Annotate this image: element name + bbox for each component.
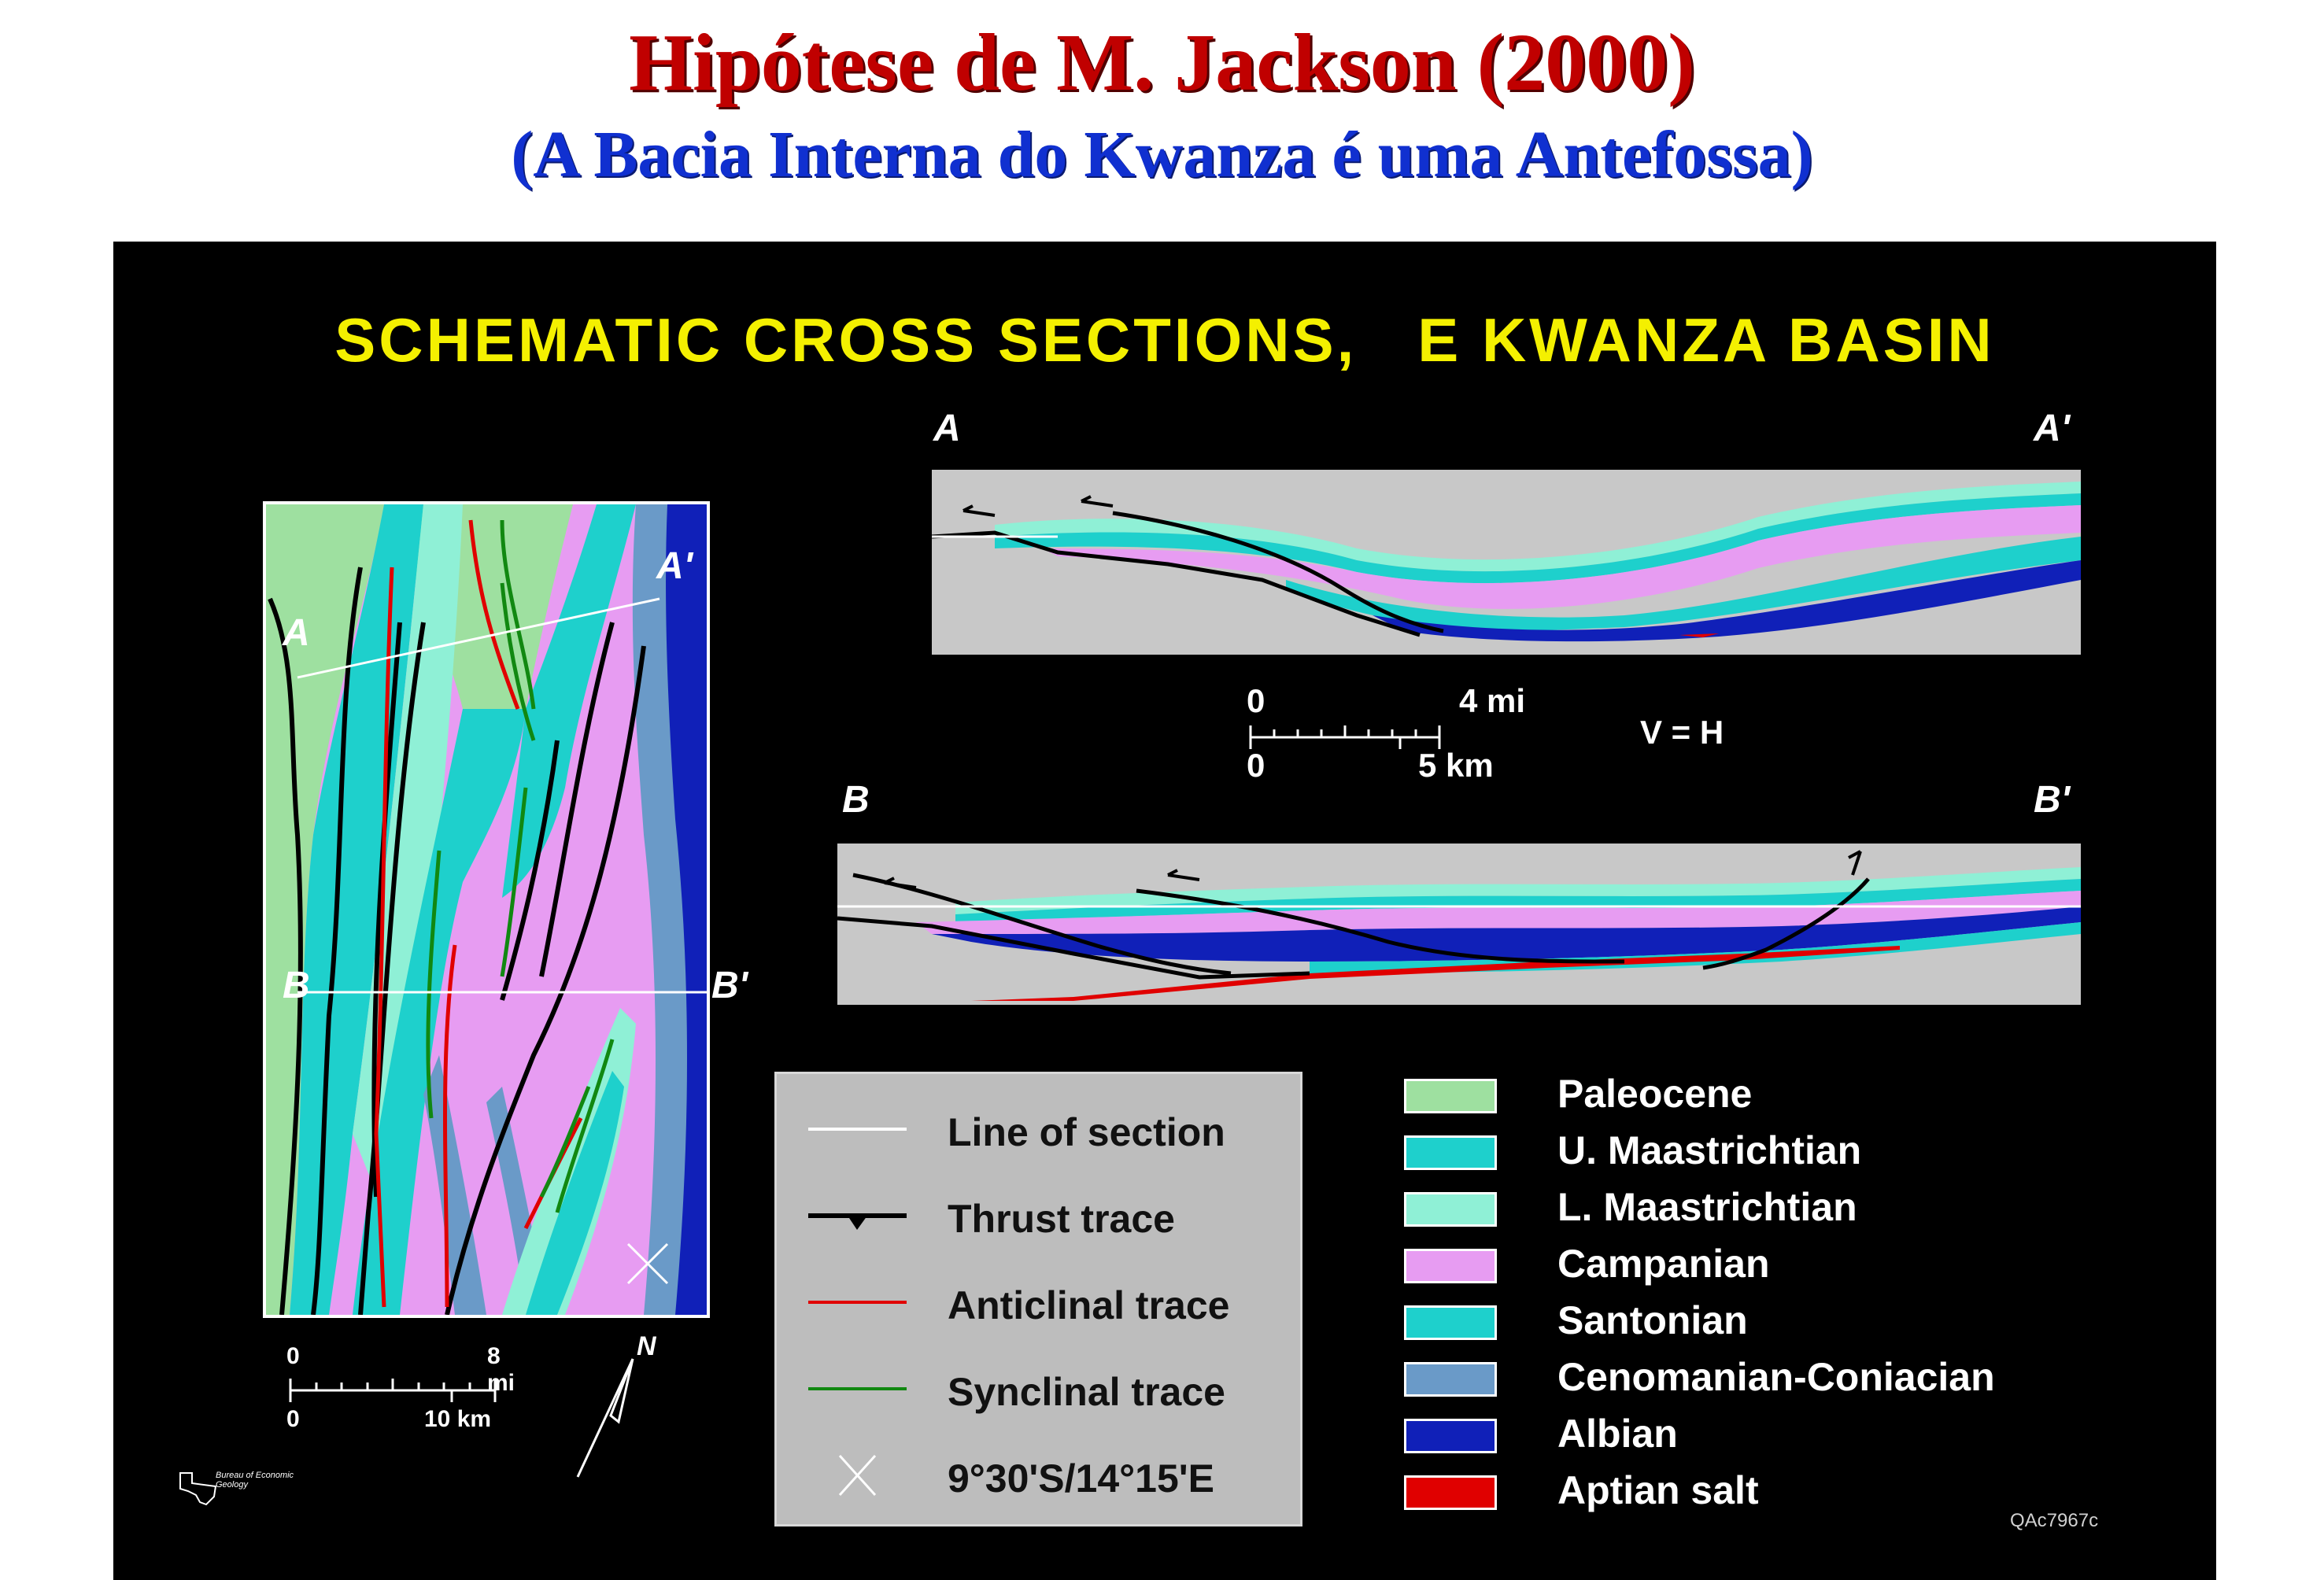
section-b-right-label: B' <box>2034 779 2071 821</box>
north-label: N <box>637 1331 656 1361</box>
l-maastrichtian-swatch <box>1404 1192 1497 1227</box>
section-a-left-label: A <box>933 408 961 449</box>
map-scale-bar: 0 8 mi 0 10 km <box>286 1343 515 1432</box>
geologic-map-drawing <box>266 504 707 1316</box>
section-scale-bar: 0 4 mi 0 5 km V = H <box>1247 682 1724 784</box>
santonian-swatch <box>1404 1305 1497 1340</box>
figure-code: QAc7967c <box>2010 1510 2099 1531</box>
campanian-swatch <box>1404 1249 1497 1283</box>
symbol-legend: Line of section Thrust trace Anticlinal … <box>774 1072 1302 1526</box>
legend-albian: Albian <box>1404 1408 2112 1464</box>
cross-section-a <box>931 470 2081 655</box>
legend-campanian: Campanian <box>1404 1238 2112 1294</box>
map-label-b-prime: B' <box>711 965 748 1006</box>
legend-paleocene: Paleocene <box>1404 1068 2112 1124</box>
legend-location-marker: 9°30'S/14°15'E <box>777 1432 1300 1519</box>
legend-u-maastrichtian: U. Maastrichtian <box>1404 1124 2112 1181</box>
aptian-salt-swatch <box>1404 1475 1497 1510</box>
line-of-section-symbol <box>808 1128 907 1131</box>
u-maastrichtian-swatch <box>1404 1135 1497 1170</box>
albian-swatch <box>1404 1419 1497 1453</box>
legend-synclinal-trace: Synclinal trace <box>777 1346 1300 1432</box>
logo-text: Bureau of Economic Geology <box>216 1471 294 1490</box>
section-a-right-label: A' <box>2034 408 2071 449</box>
cenomanian-coniacian-swatch <box>1404 1362 1497 1397</box>
legend-santonian: Santonian <box>1404 1294 2112 1351</box>
slide-subtitle: (A Bacia Interna do Kwanza é uma Antefos… <box>511 118 1813 191</box>
legend-anticlinal-trace: Anticlinal trace <box>777 1259 1300 1346</box>
map-label-b: B <box>283 965 310 1006</box>
anticlinal-trace-symbol <box>808 1301 907 1304</box>
figure-title: SCHEMATIC CROSS SECTIONS, E KWANZA BASIN <box>334 305 1995 375</box>
cross-marker-icon <box>838 1454 877 1497</box>
scale-ratio: V = H <box>1640 714 1724 751</box>
cross-section-b <box>837 844 2081 1005</box>
legend-thrust-trace: Thrust trace <box>777 1172 1300 1259</box>
map-label-a-prime: A' <box>656 545 693 587</box>
north-arrow-icon: N <box>576 1331 656 1478</box>
slide-title: Hipótese de M. Jackson (2000) <box>629 17 1695 108</box>
legend-l-maastrichtian: L. Maastrichtian <box>1404 1181 2112 1238</box>
legend-aptian-salt: Aptian salt <box>1404 1464 2112 1521</box>
map-label-a: A <box>283 612 310 654</box>
figure-panel: SCHEMATIC CROSS SECTIONS, E KWANZA BASIN <box>113 242 2216 1580</box>
thrust-trace-symbol <box>808 1213 907 1230</box>
geologic-map <box>263 501 710 1318</box>
paleocene-swatch <box>1404 1079 1497 1113</box>
synclinal-trace-symbol <box>808 1387 907 1390</box>
section-b-left-label: B <box>842 779 870 821</box>
texas-logo-icon <box>179 1472 217 1506</box>
legend-cenomanian-coniacian: Cenomanian-Coniacian <box>1404 1351 2112 1408</box>
legend-line-of-section: Line of section <box>777 1086 1300 1172</box>
